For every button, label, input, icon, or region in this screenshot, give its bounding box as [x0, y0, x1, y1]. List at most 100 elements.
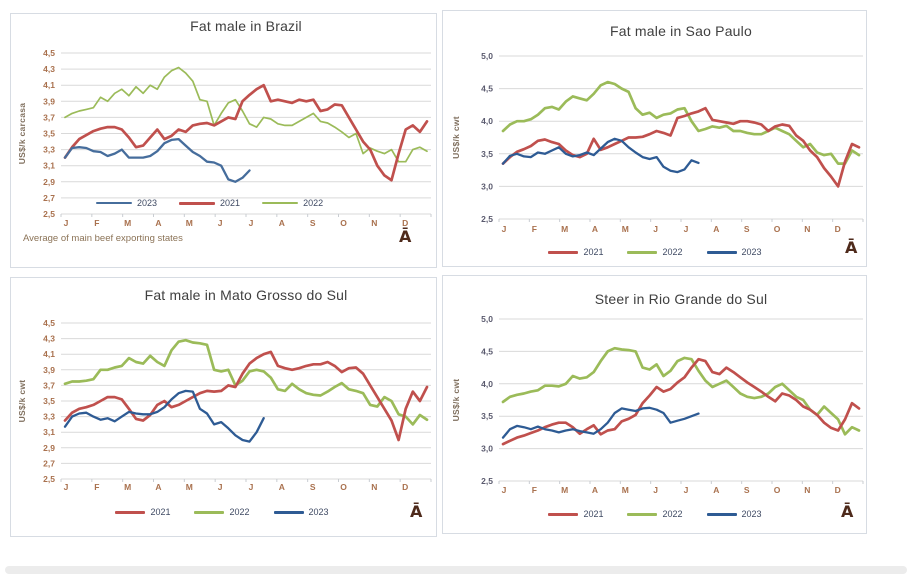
svg-text:4,5: 4,5 — [481, 346, 493, 356]
legend-label-2023: 2023 — [741, 509, 762, 519]
svg-text:2,5: 2,5 — [481, 214, 493, 224]
svg-text:S: S — [310, 218, 316, 228]
svg-text:F: F — [94, 218, 99, 228]
svg-text:O: O — [774, 485, 781, 495]
svg-text:N: N — [371, 218, 377, 228]
legend: 2021 2022 2023 — [37, 507, 407, 517]
svg-text:A: A — [155, 482, 161, 492]
svg-text:J: J — [249, 218, 254, 228]
logo-glyph: Ā — [841, 502, 854, 521]
svg-text:3,0: 3,0 — [481, 444, 493, 454]
svg-text:F: F — [532, 224, 537, 234]
svg-text:A: A — [592, 485, 598, 495]
chart-title-sao-paulo: Fat male in Sao Paulo — [610, 23, 752, 39]
svg-text:2,9: 2,9 — [43, 177, 55, 187]
svg-text:3,9: 3,9 — [43, 96, 55, 106]
legend: 2021 2022 2023 — [473, 509, 837, 519]
svg-text:3,5: 3,5 — [481, 149, 493, 159]
legend-swatch-2021 — [115, 510, 146, 514]
svg-text:3,7: 3,7 — [43, 380, 55, 390]
legend-swatch-2023 — [96, 202, 132, 204]
legend-swatch-2023 — [273, 510, 304, 514]
svg-text:5,0: 5,0 — [481, 314, 493, 324]
legend-item-2023: 2023 — [273, 507, 329, 517]
svg-text:O: O — [340, 482, 347, 492]
logo-glyph: Ā — [399, 227, 412, 246]
svg-text:3,3: 3,3 — [43, 145, 55, 155]
svg-text:J: J — [218, 218, 223, 228]
svg-text:J: J — [684, 485, 689, 495]
line-chart-mato-grosso-do-sul: 4,5 4,3 4,1 3,9 3,7 3,5 3,3 3,1 2,9 2,7 2,5 J F M A M J J… — [17, 318, 432, 492]
svg-text:D: D — [835, 224, 841, 234]
legend-label-2021: 2021 — [583, 509, 604, 519]
svg-text:A: A — [279, 218, 285, 228]
svg-text:2,7: 2,7 — [43, 458, 55, 468]
svg-text:J: J — [64, 218, 69, 228]
legend-item-2021: 2021 — [179, 198, 240, 208]
logo-glyph: Ā — [845, 238, 858, 257]
svg-text:3,1: 3,1 — [43, 161, 55, 171]
svg-text:A: A — [155, 218, 161, 228]
svg-text:A: A — [713, 485, 719, 495]
svg-text:J: J — [218, 482, 223, 492]
svg-text:J: J — [64, 482, 69, 492]
svg-text:D: D — [835, 485, 841, 495]
legend-item-2022: 2022 — [262, 198, 323, 208]
svg-text:S: S — [310, 482, 316, 492]
legend-swatch-2022 — [262, 202, 299, 204]
legend-item-2023: 2023 — [96, 198, 157, 208]
legend-swatch-2022 — [194, 510, 225, 514]
svg-text:3,3: 3,3 — [43, 412, 55, 422]
svg-text:J: J — [653, 224, 658, 234]
svg-text:3,9: 3,9 — [43, 365, 55, 375]
svg-text:4,5: 4,5 — [43, 48, 55, 58]
chart-panel-brazil: 4,5 4,3 4,1 3,9 3,7 3,5 3,3 3,1 2,9 2,7 2,5 J F M A M J J… — [10, 13, 437, 268]
legend-item-2021: 2021 — [115, 507, 170, 517]
svg-text:J: J — [502, 224, 507, 234]
svg-text:2,5: 2,5 — [43, 209, 55, 219]
svg-text:4,3: 4,3 — [43, 64, 55, 74]
legend-label-2021: 2021 — [583, 247, 604, 257]
svg-text:4,1: 4,1 — [43, 349, 55, 359]
svg-text:3,7: 3,7 — [43, 112, 55, 122]
legend-item-2022: 2022 — [627, 509, 683, 519]
legend-swatch-2023 — [706, 250, 737, 254]
svg-text:M: M — [186, 218, 193, 228]
legend-item-2022: 2022 — [194, 507, 250, 517]
svg-text:O: O — [774, 224, 781, 234]
svg-text:3,5: 3,5 — [43, 129, 55, 139]
chart-title-mato-grosso-do-sul: Fat male in Mato Grosso do Sul — [144, 287, 348, 303]
svg-text:US$/k cwt: US$/k cwt — [451, 116, 461, 159]
svg-text:2,7: 2,7 — [43, 193, 55, 203]
svg-text:US$/k cwt: US$/k cwt — [17, 380, 27, 423]
svg-text:4,1: 4,1 — [43, 80, 55, 90]
svg-text:A: A — [592, 224, 598, 234]
svg-text:4,5: 4,5 — [43, 318, 55, 328]
svg-text:S: S — [744, 224, 750, 234]
svg-text:5,0: 5,0 — [481, 51, 493, 61]
legend-label-2022: 2022 — [303, 198, 324, 208]
legend-swatch-2022 — [627, 250, 658, 254]
legend-label-2021: 2021 — [220, 198, 241, 208]
svg-text:N: N — [804, 224, 810, 234]
legend-label-2021: 2021 — [150, 507, 171, 517]
svg-text:A: A — [279, 482, 285, 492]
svg-text:N: N — [804, 485, 810, 495]
svg-text:3,5: 3,5 — [43, 396, 55, 406]
svg-text:3,5: 3,5 — [481, 411, 493, 421]
svg-text:4,0: 4,0 — [481, 379, 493, 389]
legend-item-2022: 2022 — [627, 247, 683, 257]
svg-text:US$/k carcasa: US$/k carcasa — [17, 103, 27, 165]
svg-text:4,3: 4,3 — [43, 334, 55, 344]
legend-swatch-2022 — [627, 512, 658, 516]
legend-label-2023: 2023 — [308, 507, 329, 517]
horizontal-scrollbar[interactable] — [5, 566, 907, 574]
svg-text:M: M — [186, 482, 193, 492]
svg-text:3,0: 3,0 — [481, 181, 493, 191]
svg-text:D: D — [402, 218, 408, 228]
svg-text:O: O — [340, 218, 347, 228]
svg-text:F: F — [532, 485, 537, 495]
legend-item-2021: 2021 — [548, 247, 603, 257]
chart-panel-rio-grande-do-sul: 5,0 4,5 4,0 3,5 3,0 2,5 J F M A M J J A S O N D US$/k cwt … — [442, 275, 867, 534]
legend-swatch-2021 — [548, 250, 579, 254]
